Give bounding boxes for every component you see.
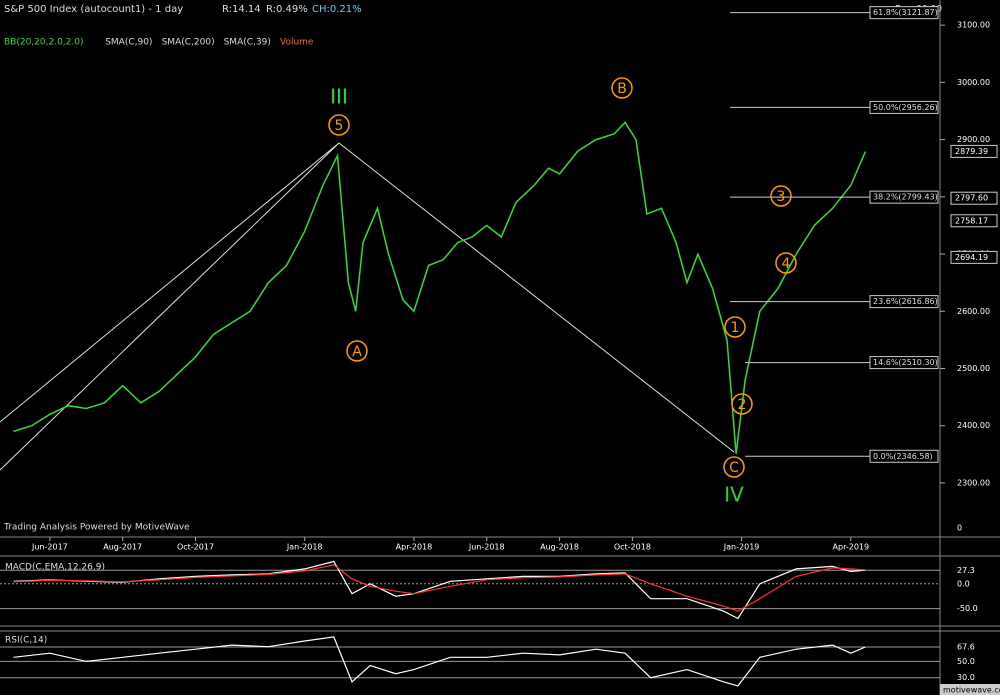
credit: motivewave.com <box>943 686 1000 695</box>
price-marker <box>950 191 998 205</box>
wave-circle <box>723 456 745 478</box>
rsi-title: RSI(C,14) <box>5 636 47 646</box>
wave-circle <box>611 77 633 99</box>
y-tick-label: 2300.00 <box>957 478 990 487</box>
x-tick-label: Aug-2018 <box>540 543 579 552</box>
y-tick-label: 67.6 <box>957 643 975 652</box>
wave-label: 1 <box>731 320 740 336</box>
fib-label: 50.0%(2956.26) <box>873 103 938 112</box>
credit-box <box>940 684 1000 695</box>
volume-tick-label: 0 <box>957 524 962 533</box>
macd-title: MACD(C,EMA,12,26,9) <box>5 563 105 573</box>
price-marker-label: 2758.17 <box>955 216 988 225</box>
price-marker <box>950 214 998 228</box>
price-marker <box>950 250 998 264</box>
fib-box <box>869 356 939 370</box>
price-marker-label: 2694.19 <box>955 253 988 262</box>
y-tick-label: 50.0 <box>957 657 975 666</box>
y-tick-label: 2400.00 <box>957 421 990 430</box>
x-tick-label: Apr-2018 <box>396 543 433 552</box>
indicator-label: BB(20,20,2.0,2.0) <box>4 38 83 48</box>
fib-box <box>869 190 939 204</box>
wave-label: A <box>352 344 362 360</box>
y-tick-label: 3100.00 <box>957 21 990 30</box>
channel-line <box>0 142 340 471</box>
wave-label: 4 <box>782 256 791 272</box>
x-tick-label: Jun-2018 <box>468 543 505 552</box>
stat: R:14.14 <box>222 4 261 15</box>
indicator-label: SMA(C,90) <box>105 38 152 48</box>
indicator-line <box>13 636 866 687</box>
price-line <box>13 121 867 454</box>
y-tick-label: 27.3 <box>957 566 975 575</box>
fib-box <box>869 100 939 114</box>
fib-label: 61.8%(3121.87) <box>873 8 938 17</box>
fib-box <box>869 449 939 463</box>
wave-circle <box>775 252 797 274</box>
y-tick-label: -50.0 <box>957 604 978 613</box>
wave-label: B <box>617 81 627 97</box>
wave-circle <box>328 114 350 136</box>
price-marker <box>950 144 998 158</box>
fib-label: 23.6%(2616.86) <box>873 297 938 306</box>
y-tick-label: 0.0 <box>957 579 970 588</box>
fib-label: 38.2%(2799.43) <box>873 193 938 202</box>
x-tick-label: Apr-2019 <box>833 543 870 552</box>
fib-label: 0.0%(2346.58) <box>873 452 933 461</box>
x-tick-label: Jan-2018 <box>286 543 323 552</box>
wave-label: 3 <box>777 189 786 205</box>
wave-label: 5 <box>335 118 344 134</box>
indicator-label: Volume <box>280 38 314 48</box>
wave-circle <box>346 340 368 362</box>
indicator-line <box>13 564 866 612</box>
wave-circle <box>770 185 792 207</box>
title: S&P 500 Index (autocount1) - 1 day <box>4 4 183 15</box>
x-tick-label: Jan-2019 <box>723 543 760 552</box>
x-tick-label: Jun-2017 <box>31 543 68 552</box>
fib-box <box>869 6 939 20</box>
x-tick-label: Oct-2018 <box>614 543 651 552</box>
x-tick-label: Oct-2017 <box>177 543 214 552</box>
price-marker-label: 2879.39 <box>955 147 988 156</box>
wave-label: III <box>330 85 348 109</box>
x-tick-label: Aug-2017 <box>103 543 142 552</box>
indicator-label: SMA(C,39) <box>224 38 271 48</box>
price-marker-label: 2797.60 <box>955 194 988 203</box>
wave-label: 2 <box>738 397 747 413</box>
fib-label: 14.6%(2510.30) <box>873 358 938 367</box>
y-tick-label: 2600.00 <box>957 307 990 316</box>
y-tick-label: 30.0 <box>957 673 975 682</box>
indicator-label: SMA(C,200) <box>162 38 215 48</box>
wave-label: IV <box>724 483 744 507</box>
stat: CH:0.21% <box>312 4 362 15</box>
stat: R:0.49% <box>266 4 308 15</box>
y-tick-label: 2500.00 <box>957 364 990 373</box>
watermark: Trading Analysis Powered by MotiveWave <box>3 523 190 533</box>
y-tick-label: 3000.00 <box>957 78 990 87</box>
wave-circle <box>724 316 746 338</box>
wave-label: C <box>729 460 739 476</box>
y-tick-label: 2900.00 <box>957 135 990 144</box>
fib-box <box>869 295 939 309</box>
wave-circle <box>731 393 753 415</box>
